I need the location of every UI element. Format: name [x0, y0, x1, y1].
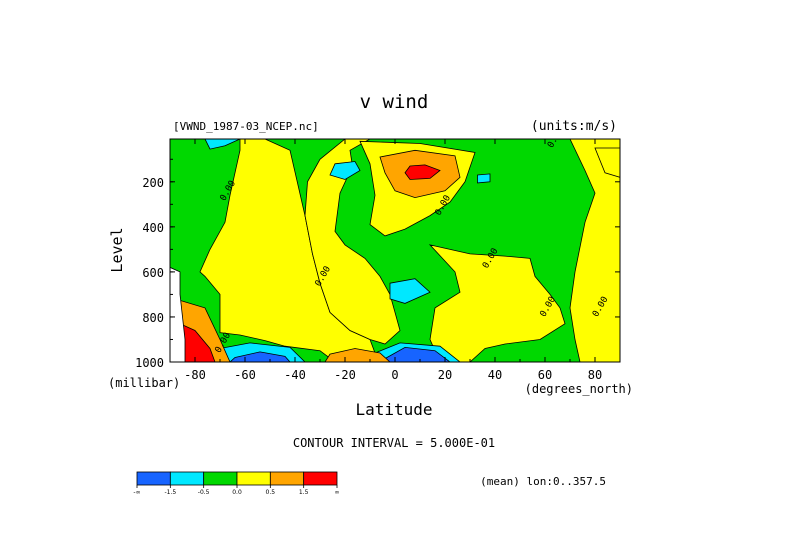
contour-region-yellow [304, 139, 401, 345]
x-tick-label: -60 [234, 368, 256, 382]
color-legend: -∞ -1.5 -0.5 0.0 0.5 1.5 ∞ [133, 471, 340, 496]
y-axis-units: (millibar) [108, 376, 180, 390]
legend-label: 0.0 [232, 489, 242, 496]
contour-region-orange [324, 348, 391, 362]
units-label: (units:m/s) [531, 119, 617, 134]
y-tick-label: 200 [142, 176, 164, 190]
contour-region-cyan [329, 161, 361, 180]
y-tick-label: 800 [142, 311, 164, 325]
legend-swatch [236, 471, 271, 486]
legend-label: 0.5 [266, 489, 276, 496]
x-tick-label: 20 [438, 368, 452, 382]
x-axis-title: Latitude [355, 400, 432, 419]
plot-area: 0.000.000.000.000.000.00 0.000.00-80 -60 -4… [135, 126, 621, 382]
x-axis-units: (degrees_north) [525, 382, 633, 396]
y-tick-label: 1000 [135, 356, 164, 370]
contour-region-yellow [569, 139, 620, 362]
contour-interval-label: CONTOUR INTERVAL = 5.000E-01 [293, 436, 495, 450]
legend-swatch [203, 471, 238, 486]
contour-region-yellow [428, 244, 566, 362]
legend-label: -∞ [133, 489, 140, 496]
contour-region-cyan [389, 278, 431, 304]
legend-label: 1.5 [299, 489, 309, 496]
contour-region-red [404, 164, 441, 180]
legend-label: ∞ [335, 489, 340, 496]
legend-swatch [269, 471, 305, 486]
x-tick-label: -20 [334, 368, 356, 382]
legend-label: -1.5 [164, 489, 176, 496]
contour-region-cyan [204, 139, 241, 150]
legend-swatch [136, 471, 171, 486]
legend-swatch [303, 471, 338, 486]
x-tick-label: -80 [184, 368, 206, 382]
x-tick-label: 80 [588, 368, 602, 382]
y-tick-label: 400 [142, 221, 164, 235]
legend-swatch [169, 471, 205, 486]
mean-label: (mean) lon:0..357.5 [480, 475, 606, 488]
contour-region-white [170, 266, 186, 362]
legend-label: -0.5 [198, 489, 210, 496]
x-tick-label: 60 [538, 368, 552, 382]
contour-region-yellow [594, 147, 620, 178]
y-axis-title: Level [108, 227, 126, 272]
x-tick-label: 0 [391, 368, 398, 382]
x-tick-label: -40 [284, 368, 306, 382]
y-tick-label: 600 [142, 266, 164, 280]
chart-title: v wind [360, 91, 429, 113]
contour-label: 0.00 [546, 126, 566, 150]
x-tick-label: 40 [488, 368, 502, 382]
contour-region-cyan [477, 173, 491, 184]
dataset-label: [VWND_1987-03_NCEP.nc] [173, 120, 319, 133]
